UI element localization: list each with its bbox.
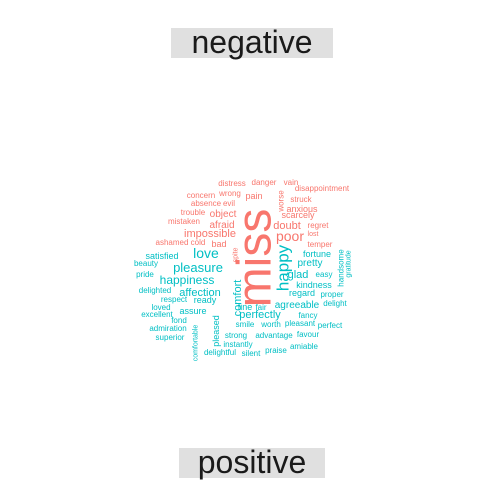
word-handsome: handsome — [337, 249, 346, 287]
word-pleasant: pleasant — [285, 319, 316, 328]
word-bad: bad — [211, 239, 226, 249]
word-fond: fond — [171, 316, 187, 325]
word-pleased: pleased — [211, 315, 221, 347]
word-trouble: trouble — [181, 208, 206, 217]
word-ashamed: ashamed — [156, 238, 189, 247]
word-evil: evil — [223, 199, 235, 208]
word-superior: superior — [156, 333, 185, 342]
word-poor: poor — [276, 228, 304, 244]
word-happiness: happiness — [160, 273, 215, 287]
word-mistaken: mistaken — [168, 217, 200, 226]
word-lost: lost — [308, 231, 319, 238]
word-proper: proper — [320, 290, 343, 299]
word-pride: pride — [136, 270, 154, 279]
word-absence: absence — [191, 199, 222, 208]
word-doubt: doubt — [273, 220, 301, 232]
positive-label-box — [179, 448, 325, 478]
word-comfort: comfort — [232, 280, 244, 317]
word-fortune: fortune — [303, 249, 331, 259]
word-scarcely: scarcely — [281, 210, 315, 220]
word-affection: affection — [179, 287, 220, 299]
word-gratitude: gratitude — [346, 250, 353, 277]
negative-group-label: negative — [192, 24, 313, 60]
word-distress: distress — [218, 179, 246, 188]
word-fair: fair — [255, 303, 266, 312]
word-happy: happy — [274, 244, 293, 291]
word-praise: praise — [265, 346, 287, 355]
word-pain: pain — [245, 191, 262, 201]
word-easy: easy — [316, 270, 333, 279]
word-pretty: pretty — [297, 258, 322, 269]
word-ready: ready — [194, 295, 217, 305]
word-fine: fine — [238, 302, 253, 312]
word-instantly: instantly — [223, 340, 252, 349]
word-spite: spite — [233, 248, 240, 263]
word-worse: worse — [277, 190, 286, 213]
word-strong: strong — [225, 331, 247, 340]
word-danger: danger — [252, 178, 277, 187]
word-loved: loved — [151, 303, 170, 312]
word-smile: smile — [236, 320, 255, 329]
word-delightful: delightful — [204, 348, 236, 357]
word-agreeable: agreeable — [275, 300, 320, 311]
word-favour: favour — [297, 330, 320, 339]
word-perfect: perfect — [318, 321, 343, 330]
word-anxious: anxious — [286, 204, 318, 214]
word-struck: struck — [290, 195, 312, 204]
word-fancy: fancy — [298, 311, 317, 320]
word-assure: assure — [179, 306, 206, 316]
word-admiration: admiration — [149, 324, 186, 333]
word-delighted: delighted — [139, 286, 171, 295]
word-beauty: beauty — [134, 259, 158, 268]
word-advantage: advantage — [255, 331, 293, 340]
word-satisfied: satisfied — [145, 251, 178, 261]
word-kindness: kindness — [296, 280, 332, 290]
word-amiable: amiable — [290, 342, 319, 351]
positive-group-label: positive — [198, 444, 307, 480]
word-excellent: excellent — [141, 310, 173, 319]
negative-label-box — [171, 28, 333, 58]
word-concern: concern — [187, 191, 215, 200]
word-love: love — [193, 245, 219, 261]
word-impossible: impossible — [184, 228, 236, 240]
word-delight: delight — [323, 299, 347, 308]
word-pleasure: pleasure — [173, 260, 223, 275]
word-cold: cold — [191, 238, 206, 247]
word-regret: regret — [308, 221, 330, 230]
word-miss: miss — [229, 209, 282, 308]
word-disappointment: disappointment — [295, 184, 350, 193]
word-afraid: afraid — [209, 220, 234, 231]
word-temper: temper — [308, 240, 333, 249]
word-wrong: wrong — [218, 189, 241, 198]
word-worth: worth — [260, 320, 281, 329]
word-glad: glad — [288, 269, 309, 281]
word-perfectly: perfectly — [239, 309, 281, 321]
word-silent: silent — [242, 349, 261, 358]
word-comfortable: comfortable — [193, 325, 200, 362]
word-regard: regard — [289, 288, 315, 298]
word-object: object — [210, 209, 237, 220]
word-vain: vain — [284, 178, 299, 187]
word-respect: respect — [161, 295, 188, 304]
